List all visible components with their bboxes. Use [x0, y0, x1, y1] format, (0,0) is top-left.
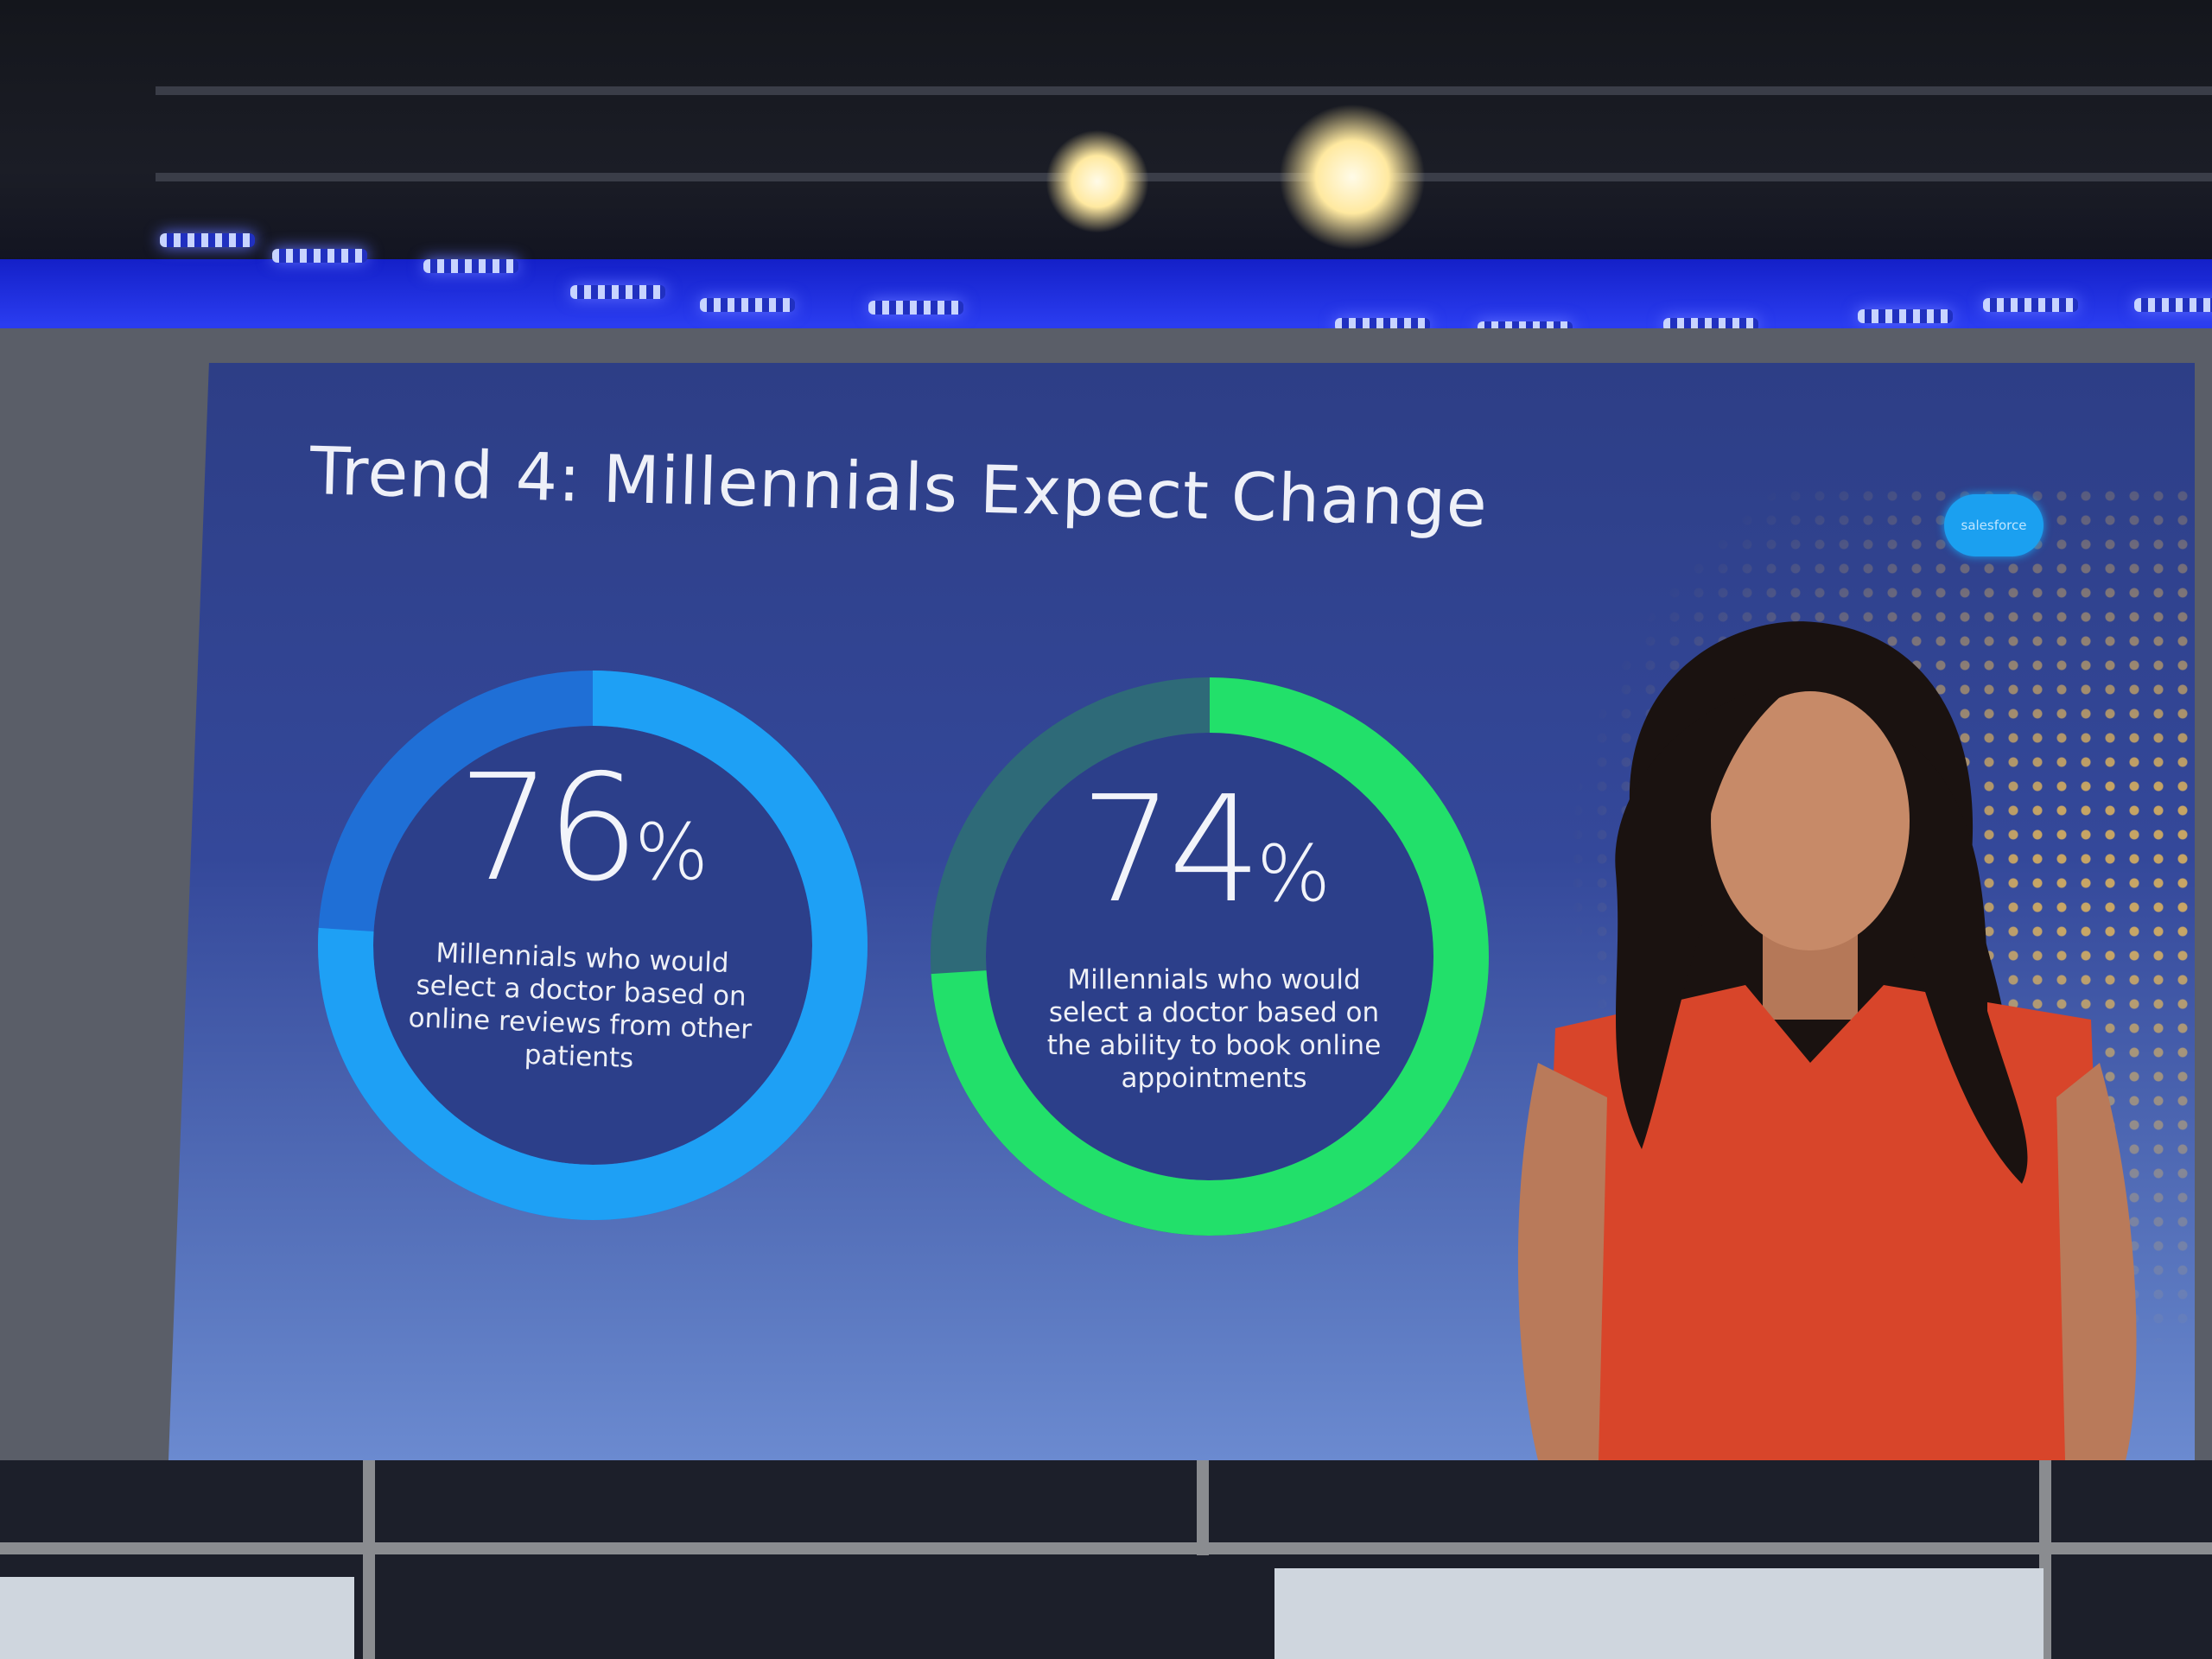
donut-chart-booking: [931, 677, 1489, 1236]
led-light: [1983, 298, 2078, 312]
donut-chart-reviews: [318, 671, 868, 1220]
stage-lighting-rig: [0, 0, 2212, 285]
led-light: [423, 259, 518, 273]
stage-base: [0, 1460, 2212, 1659]
donut-center: [373, 726, 812, 1165]
stat-74-percent: 74%: [1080, 765, 1331, 936]
led-light: [160, 233, 255, 247]
led-light: [2134, 298, 2212, 312]
stat-number: 74: [1080, 765, 1262, 936]
stage-beam: [363, 1460, 375, 1659]
stat-caption-reviews: Millennials who would select a doctor ba…: [408, 938, 753, 1075]
salesforce-logo: salesforce: [1944, 494, 2044, 556]
truss: [156, 86, 2212, 95]
stat-number: 76: [458, 743, 639, 914]
stat-unit: %: [634, 807, 709, 898]
booth-panel: [0, 1577, 354, 1659]
spotlight: [1046, 130, 1149, 233]
spotlight: [1279, 104, 1426, 251]
booth-panel: [1274, 1568, 2044, 1659]
led-light: [570, 285, 665, 299]
stat-76-percent: 76%: [458, 743, 709, 914]
donut-value-arc: [931, 677, 1489, 1236]
stat-caption-booking: Millennials who would select a doctor ba…: [1046, 964, 1382, 1094]
led-light: [700, 298, 795, 312]
donut-value-arc: [318, 671, 868, 1220]
stage-beam: [1197, 1460, 1209, 1555]
stage-beam: [0, 1542, 2212, 1554]
truss: [156, 173, 2212, 181]
logo-text: salesforce: [1961, 518, 2027, 533]
led-light: [1858, 309, 1953, 323]
led-light: [868, 301, 963, 315]
woman-photo: [1517, 621, 2137, 1460]
donut-center: [986, 733, 1433, 1180]
led-light: [272, 249, 367, 263]
stat-unit: %: [1256, 829, 1331, 919]
